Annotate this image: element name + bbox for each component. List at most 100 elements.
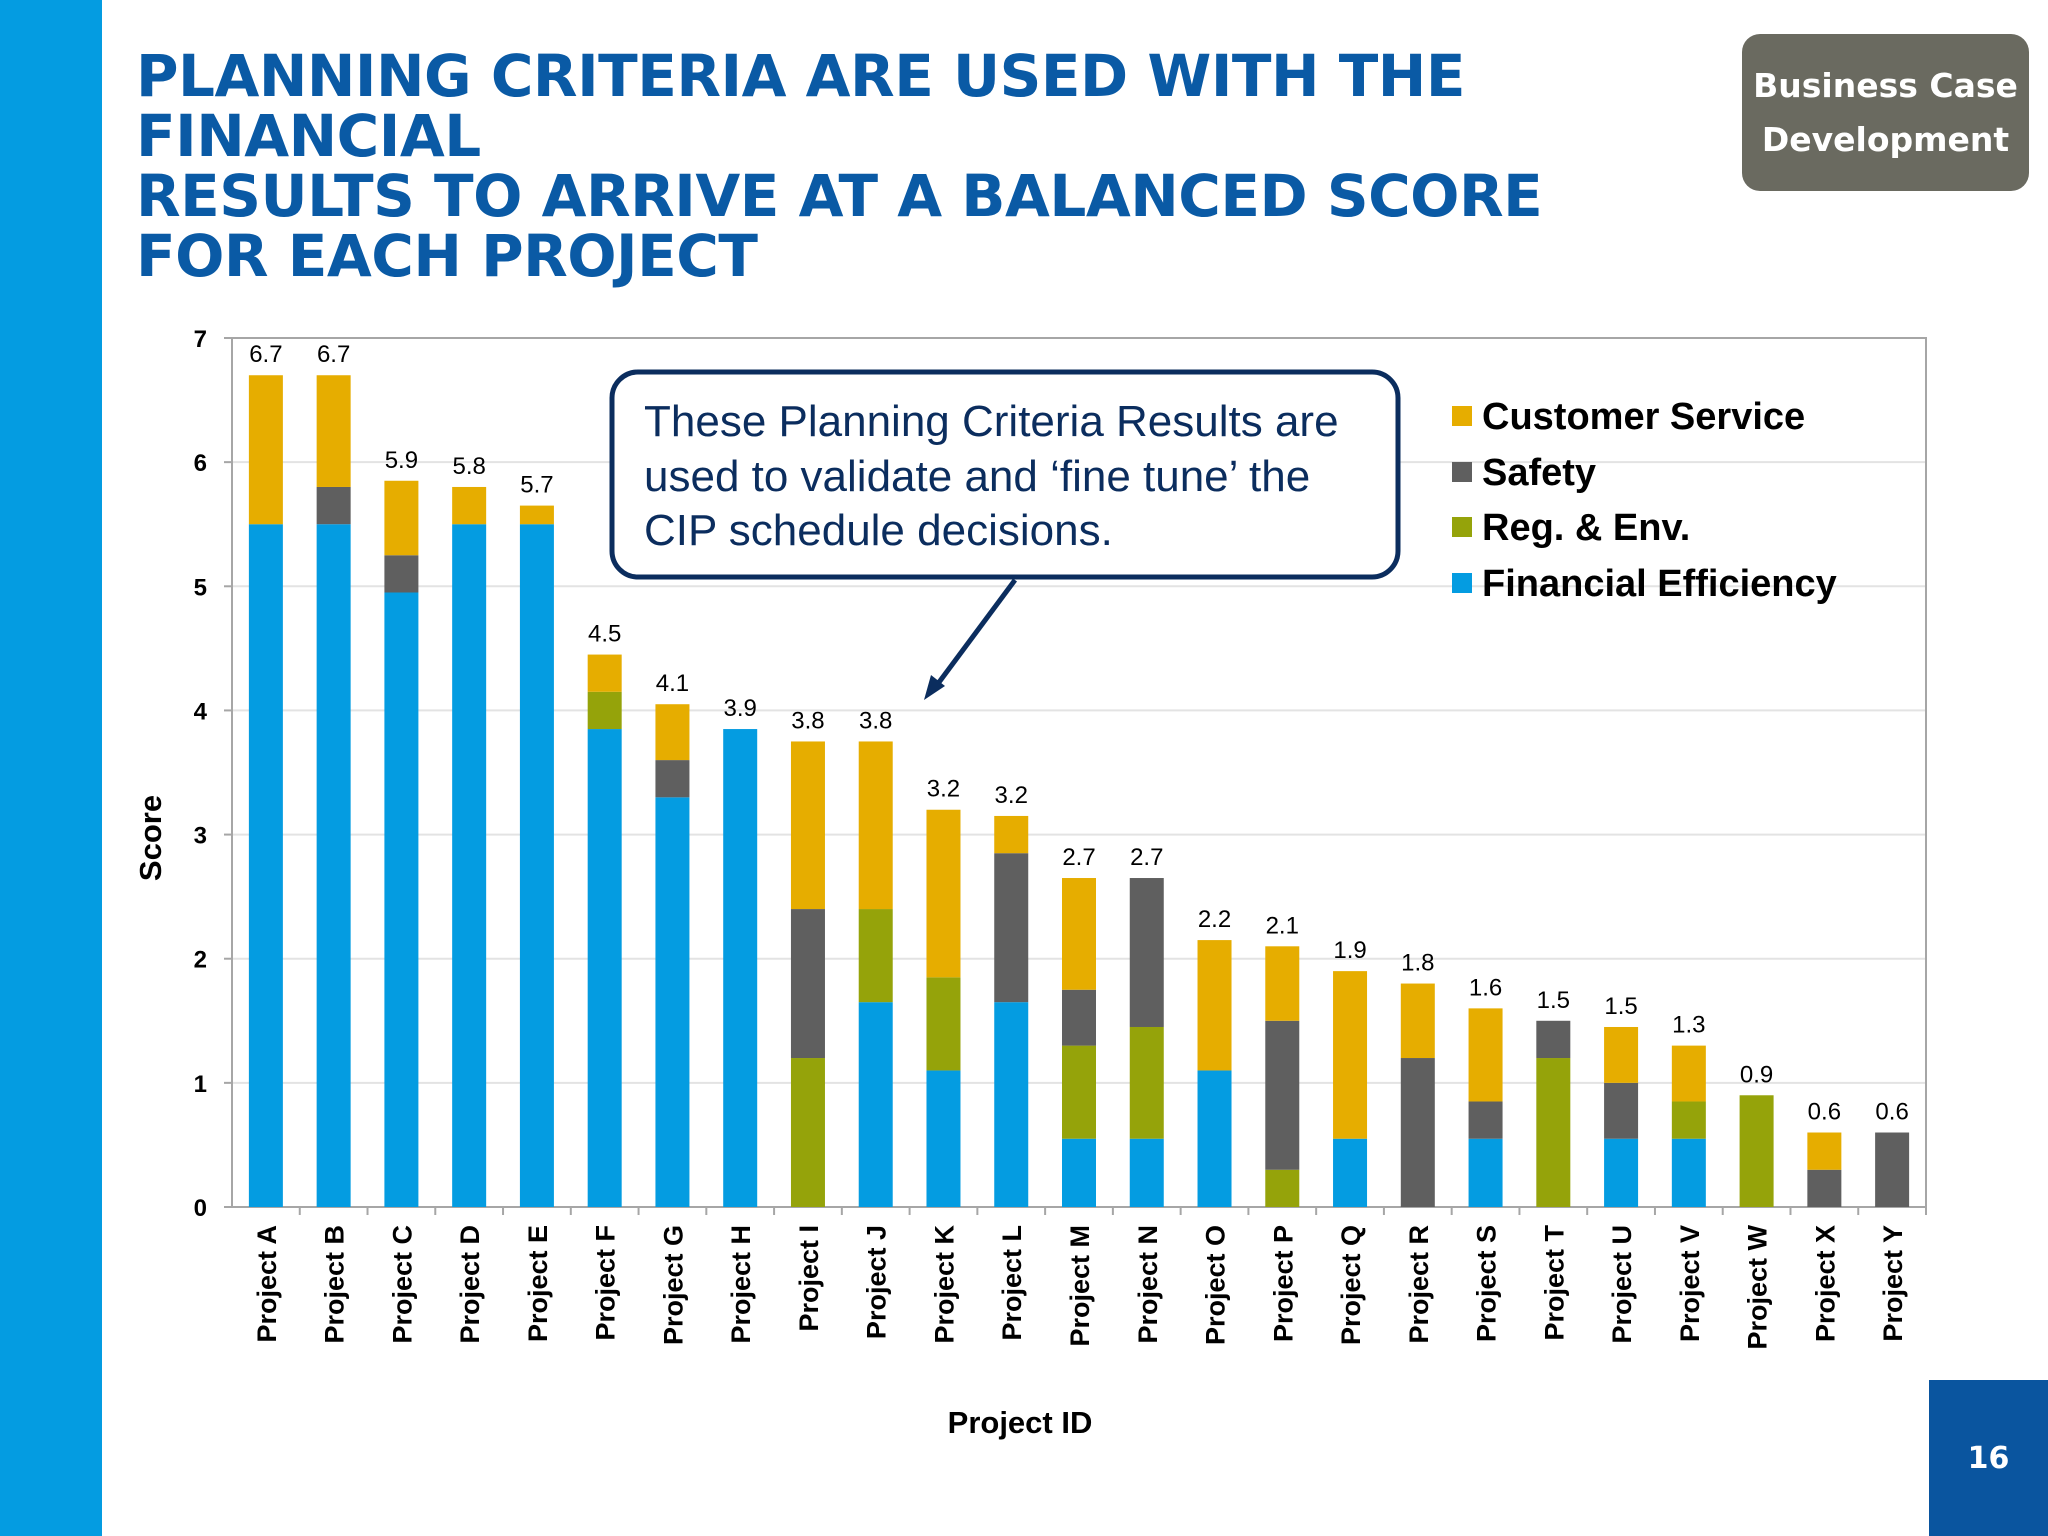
bar-segment	[655, 760, 690, 798]
total-label: 1.8	[1401, 950, 1434, 977]
bar-segment	[994, 815, 1029, 854]
y-axis-title: Score	[133, 795, 168, 881]
category-label: Project U	[1607, 1225, 1637, 1344]
legend-swatch-safety	[1452, 462, 1472, 482]
bar-segment	[1333, 1138, 1368, 1207]
category-label: Project E	[523, 1225, 553, 1342]
bar-segment	[316, 524, 351, 1207]
bar-segment	[1468, 1101, 1503, 1139]
legend: Customer Service Safety Reg. & Env. Fina…	[1452, 396, 1837, 605]
bar-segment	[1265, 946, 1300, 1021]
category-label: Project C	[387, 1225, 417, 1344]
total-label: 0.9	[1740, 1061, 1773, 1088]
y-tick-label: 3	[194, 823, 207, 850]
category-label: Project O	[1201, 1225, 1231, 1345]
total-label: 1.6	[1469, 974, 1502, 1001]
bar-segment	[1604, 1082, 1639, 1139]
accent-bar	[0, 0, 102, 1536]
bar-segment	[926, 1070, 961, 1207]
bar-segment	[858, 741, 893, 910]
bar-segment	[1062, 1138, 1096, 1207]
bar-segment	[519, 505, 554, 525]
bar-segment	[723, 729, 758, 1207]
legend-label: Safety	[1482, 452, 1596, 494]
callout-arrow	[931, 578, 1018, 691]
bar-segment	[384, 592, 419, 1207]
category-label: Project N	[1133, 1225, 1163, 1344]
total-label: 1.3	[1672, 1012, 1705, 1039]
legend-swatch-financial-efficiency	[1452, 573, 1472, 593]
y-tick-label: 5	[194, 574, 207, 601]
category-label: Project Y	[1878, 1225, 1908, 1342]
bar-segment	[1536, 1058, 1571, 1207]
total-label: 5.9	[385, 447, 418, 474]
bar-segment	[384, 555, 419, 593]
y-tick-label: 0	[194, 1195, 207, 1222]
legend-swatch-customer-service	[1452, 406, 1472, 426]
total-label: 6.7	[249, 341, 282, 368]
category-label: Project J	[862, 1225, 892, 1339]
total-label: 2.7	[1130, 844, 1163, 871]
bar-segment	[1671, 1101, 1706, 1139]
total-label: 1.9	[1333, 937, 1366, 964]
category-label: Project I	[794, 1225, 824, 1332]
bar-segment	[1265, 1169, 1300, 1207]
total-label: 4.1	[656, 670, 689, 697]
total-label: 1.5	[1604, 993, 1637, 1020]
callout-line: These Planning Criteria Results are	[644, 397, 1339, 446]
bar-segment	[926, 977, 961, 1071]
category-label: Project X	[1810, 1225, 1840, 1342]
bar-segment	[790, 909, 825, 1059]
bar-segment	[1062, 1045, 1096, 1139]
bar-segment	[1671, 1138, 1706, 1207]
category-label: Project F	[591, 1225, 621, 1341]
bar-segment	[1197, 1070, 1232, 1207]
bar-segment	[1129, 1026, 1164, 1139]
total-label: 2.1	[1266, 912, 1299, 939]
bar-segment	[1807, 1169, 1842, 1207]
bar-segment	[1400, 983, 1435, 1059]
category-label: Project T	[1539, 1224, 1569, 1340]
legend-label: Reg. & Env.	[1482, 507, 1690, 549]
category-label: Project H	[726, 1225, 756, 1344]
bars	[248, 375, 1910, 1207]
y-tick-label: 1	[194, 1071, 207, 1098]
bar-segment	[1604, 1026, 1639, 1083]
bar-segment	[1536, 1020, 1571, 1059]
title-line: FOR EACH PROJECT	[136, 222, 758, 290]
total-label: 2.7	[1062, 844, 1095, 871]
bar-segment	[452, 486, 487, 525]
bar-segment	[1875, 1132, 1910, 1207]
bar-segment	[1468, 1138, 1503, 1207]
bar-segment	[926, 809, 961, 978]
total-label: 1.5	[1537, 987, 1570, 1014]
bar-segment	[384, 480, 419, 556]
title-line: RESULTS TO ARRIVE AT A BALANCED SCORE	[136, 162, 1543, 230]
total-label: 2.2	[1198, 906, 1231, 933]
bar-segment	[1129, 878, 1164, 1027]
total-label: 3.8	[859, 707, 892, 734]
total-label: 5.8	[452, 453, 485, 480]
total-label: 3.8	[791, 707, 824, 734]
labels: 0 1 2 3 4 5 6 7 6.7 Project A 6.7 Project B 5.9 Proje…	[194, 326, 1909, 1350]
category-label: Project B	[320, 1225, 350, 1344]
legend-label: Financial Efficiency	[1482, 563, 1837, 605]
bar-segment	[316, 486, 351, 525]
bar-segment	[1129, 1138, 1164, 1207]
total-label: 5.7	[520, 472, 553, 499]
legend-label: Customer Service	[1482, 396, 1805, 438]
category-label: Project P	[1268, 1225, 1298, 1342]
bar-segment	[316, 375, 351, 487]
bar-segment	[858, 909, 893, 1003]
bar-segment	[248, 375, 283, 525]
callout-box	[609, 369, 1401, 580]
y-tick-label: 6	[194, 450, 207, 477]
bar-segment	[1333, 971, 1368, 1139]
category-label: Project Q	[1336, 1225, 1366, 1345]
category-label: Project D	[455, 1225, 485, 1344]
total-label: 4.5	[588, 621, 621, 648]
bar-segment	[1062, 878, 1096, 990]
bar-segment	[1265, 1020, 1300, 1170]
bar-segment	[1062, 989, 1096, 1046]
bar-segment	[1468, 1008, 1503, 1102]
